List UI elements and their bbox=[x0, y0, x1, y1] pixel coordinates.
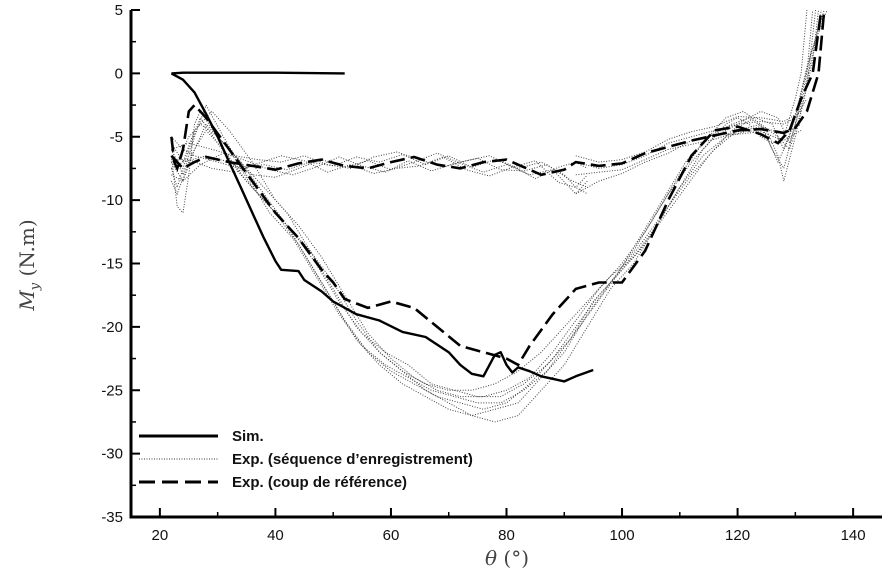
y-tick-label: -35 bbox=[101, 509, 123, 526]
x-tick-label: 100 bbox=[610, 527, 635, 544]
ticks: 20 40 60 80 100 120 140 5 0 -5 -10 -15 -20 -25 -30 -35 bbox=[101, 2, 865, 544]
x-axis-label: θ (°) bbox=[485, 546, 529, 570]
series-line-dotted bbox=[170, 10, 822, 398]
y-tick-label: -5 bbox=[110, 129, 123, 146]
series-line-solid bbox=[171, 71, 345, 75]
series-line-dotted bbox=[171, 142, 588, 180]
x-tick-label: 60 bbox=[383, 527, 400, 544]
legend: Sim. Exp. (séquence d’enregistrement) Ex… bbox=[139, 428, 473, 491]
y-tick-label: -25 bbox=[101, 382, 123, 399]
y-tick-label: -30 bbox=[101, 446, 123, 463]
y-axis-label: My (N.m) bbox=[15, 219, 43, 311]
series-line-dotted bbox=[575, 110, 802, 163]
y-tick-label: 5 bbox=[115, 2, 123, 19]
series-line-dotted bbox=[171, 155, 588, 195]
legend-label-exp-sequence: Exp. (séquence d’enregistrement) bbox=[232, 451, 473, 468]
series-line-dotted bbox=[171, 152, 588, 195]
y-tick-label: -15 bbox=[101, 256, 123, 273]
series-line-dotted bbox=[170, 10, 825, 398]
series-line-dotted bbox=[170, 10, 808, 423]
series-line-dashed bbox=[170, 10, 823, 367]
y-tick-label: -10 bbox=[101, 192, 123, 209]
series-line-dotted bbox=[170, 10, 819, 410]
y-tick-label: 0 bbox=[115, 65, 123, 82]
series-line-dotted bbox=[575, 129, 802, 195]
x-tick-label: 80 bbox=[498, 527, 515, 544]
series-line-dotted bbox=[171, 152, 588, 188]
x-tick-label: 20 bbox=[152, 527, 169, 544]
series-line-dotted bbox=[170, 10, 817, 404]
y-tick-label: -20 bbox=[101, 319, 123, 336]
series-line-dotted bbox=[170, 10, 828, 391]
x-tick-label: 120 bbox=[725, 527, 750, 544]
series-line-dotted bbox=[171, 136, 588, 189]
series-line-dashed bbox=[170, 10, 826, 177]
plot-area bbox=[170, 10, 828, 423]
series-line-dotted bbox=[575, 98, 808, 169]
legend-label-exp-reference: Exp. (coup de référence) bbox=[232, 474, 407, 491]
x-tick-label: 40 bbox=[267, 527, 284, 544]
x-tick-label: 140 bbox=[841, 527, 866, 544]
legend-label-sim: Sim. bbox=[232, 428, 264, 445]
series-line-solid bbox=[170, 72, 594, 383]
